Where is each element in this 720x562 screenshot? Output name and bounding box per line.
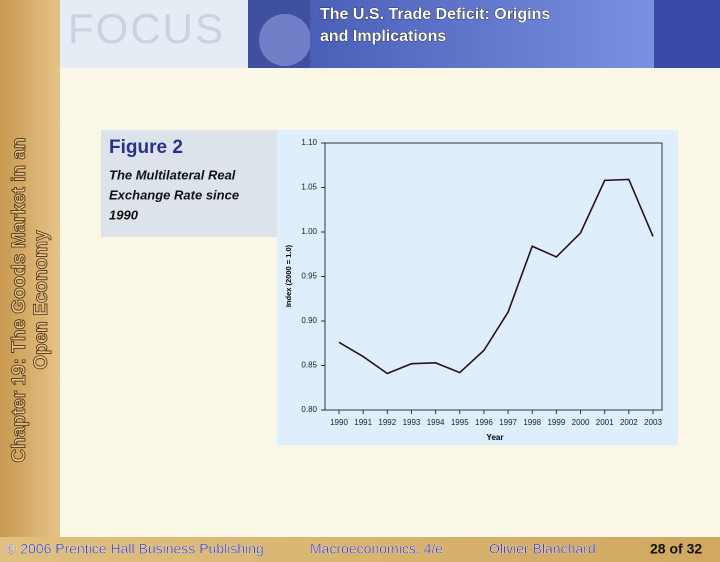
- footer: [0, 537, 720, 562]
- logo-text: FOCUS: [68, 5, 225, 52]
- x-tick-label: 1990: [330, 418, 348, 427]
- chart-panel: [277, 130, 678, 445]
- y-tick-label: 0.90: [301, 316, 317, 325]
- y-tick-label: 1.10: [301, 138, 317, 147]
- y-tick-label: 1.00: [301, 227, 317, 236]
- header-image: [654, 0, 720, 68]
- chapter-title: Open Economy: [31, 230, 52, 370]
- figure-label-box: [101, 130, 277, 237]
- x-tick-label: 1997: [499, 418, 517, 427]
- x-tick-label: 1991: [354, 418, 372, 427]
- x-tick-label: 1992: [378, 418, 396, 427]
- x-axis-label: Year: [487, 433, 504, 442]
- figure-label: Figure 2: [109, 137, 183, 158]
- title-band: [310, 0, 654, 68]
- x-tick-label: 2001: [596, 418, 614, 427]
- slide-title: and Implications: [320, 28, 446, 45]
- figure-caption: Exchange Rate since: [109, 187, 239, 202]
- sidebar: [0, 0, 60, 537]
- x-tick-label: 2000: [572, 418, 590, 427]
- data-line: [338, 178, 654, 375]
- x-tick-label: 1998: [523, 418, 541, 427]
- y-tick-label: 0.85: [301, 361, 317, 370]
- figure-caption: The Multilateral Real: [109, 167, 236, 182]
- footer-publisher: © 2006 Prentice Hall Business Publishing: [6, 541, 264, 557]
- page-number: 28 of 32: [650, 541, 702, 557]
- y-axis-label: Index (2000 = 1.0): [284, 244, 293, 307]
- x-tick-label: 1994: [427, 418, 445, 427]
- footer-author: Olivier Blanchard: [489, 541, 596, 557]
- y-tick-label: 0.95: [301, 272, 317, 281]
- chapter-title: Chapter 19: The Goods Market in an: [9, 137, 30, 462]
- logo-decoration: [259, 14, 311, 66]
- y-tick-label: 1.05: [301, 183, 317, 192]
- x-tick-label: 2003: [644, 418, 662, 427]
- x-tick-label: 1993: [403, 418, 421, 427]
- y-tick-label: 0.80: [301, 405, 317, 414]
- x-tick-label: 1999: [547, 418, 565, 427]
- x-tick-label: 1995: [451, 418, 469, 427]
- figure-caption: 1990: [109, 207, 139, 222]
- footer-book: Macroeconomics, 4/e: [310, 541, 443, 557]
- slide-title: The U.S. Trade Deficit: Origins: [320, 6, 550, 23]
- x-tick-label: 1996: [475, 418, 493, 427]
- x-tick-label: 2002: [620, 418, 638, 427]
